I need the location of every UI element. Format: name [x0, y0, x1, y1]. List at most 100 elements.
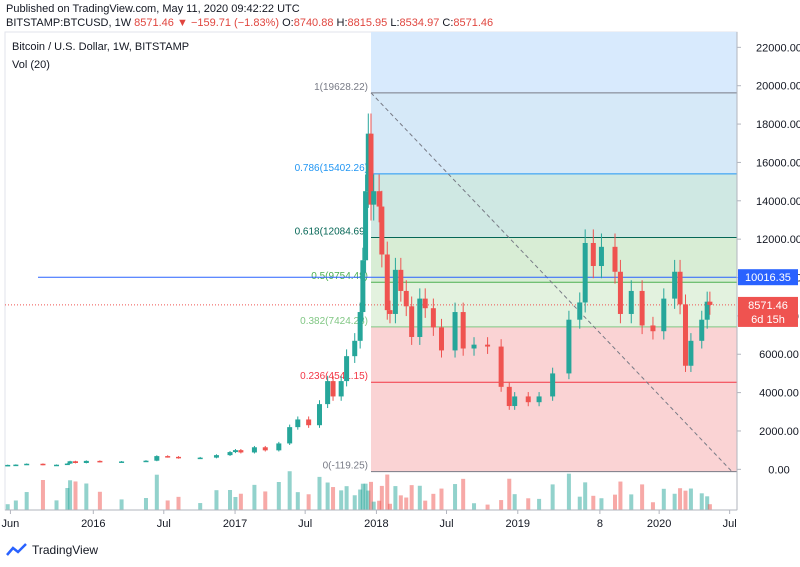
y-tick-label: 4000.00	[759, 388, 799, 400]
low-label: L:	[390, 17, 400, 29]
x-tick-label: Jul	[723, 518, 737, 530]
candle-body	[54, 464, 60, 467]
y-tick-label: 20000.00	[756, 81, 800, 93]
volume-bar	[238, 493, 243, 510]
candle-body	[360, 260, 366, 313]
price-chart[interactable]: 1(19628.22) 0.786(15402.26) 0.618(12084.69…	[0, 30, 800, 538]
last-price: 8571.46	[134, 17, 174, 29]
volume-bar	[198, 503, 203, 510]
candle-body	[379, 206, 385, 255]
candle-body	[506, 386, 512, 407]
volume-bar	[640, 484, 645, 510]
candle-body	[363, 191, 369, 261]
candle-body	[238, 450, 244, 453]
volume-bar	[263, 491, 268, 510]
candle-body	[566, 319, 572, 374]
candle-body	[325, 381, 331, 405]
volume-bar	[387, 503, 392, 510]
fib-level-label: 0.236(4541.15)	[300, 371, 368, 382]
volume-bar	[404, 497, 409, 510]
volume-bar	[417, 485, 422, 510]
x-tick-label: 2018	[364, 518, 388, 530]
candle-body	[485, 344, 491, 347]
candle-body	[365, 133, 371, 192]
volume-bar	[377, 500, 382, 510]
x-tick-label: 8	[597, 518, 603, 530]
volume-bar	[287, 471, 292, 510]
volume-bar	[398, 495, 403, 510]
volume-bar	[439, 488, 444, 510]
fib-zone	[371, 173, 737, 238]
candle-body	[512, 396, 518, 407]
volume-bar	[73, 481, 78, 510]
volume-bar	[385, 474, 390, 510]
volume-bar	[371, 501, 376, 510]
candle-body	[617, 271, 623, 314]
volume-bar	[5, 504, 10, 510]
candle-body	[384, 254, 390, 311]
candle-body	[628, 290, 634, 314]
candle-body	[24, 463, 30, 466]
fib-level-label: 0.618(12084.69)	[295, 227, 368, 238]
volume-bar	[358, 489, 363, 510]
candle-body	[368, 133, 374, 205]
candle-body	[438, 327, 444, 351]
volume-bar	[379, 485, 384, 510]
volume-bar	[363, 483, 368, 510]
volume-bar	[472, 503, 477, 510]
volume-bar	[325, 482, 330, 510]
volume-bar	[550, 484, 555, 510]
chart-title: Bitcoin / U.S. Dollar, 1W, BITSTAMP	[12, 41, 189, 53]
candle-body	[352, 340, 358, 357]
candle-body	[83, 460, 89, 463]
down-triangle-icon: ▼	[176, 17, 188, 29]
x-tick-label: Jun	[2, 518, 20, 530]
fib-trend-line	[370, 92, 733, 472]
volume-bar	[84, 483, 89, 510]
candle-body	[371, 191, 377, 205]
high-label: H:	[336, 17, 348, 29]
hline-price-tag	[738, 269, 798, 286]
volume-bar	[143, 498, 148, 510]
volume-bar	[306, 494, 311, 510]
volume-bar	[431, 493, 436, 510]
candle-body	[577, 302, 583, 320]
candle-body	[422, 298, 428, 309]
y-tick-label: 0.00	[768, 464, 789, 476]
x-tick-label: Jul	[298, 518, 312, 530]
volume-bar	[68, 480, 73, 510]
candle-body	[452, 312, 458, 351]
candle-body	[316, 404, 322, 426]
candle-body	[40, 463, 46, 466]
fib-zone	[371, 382, 737, 472]
candle-body	[612, 246, 618, 272]
volume-bar	[393, 486, 398, 510]
ohlc-legend: BITSTAMP:BTCUSD, 1W 8571.46 ▼ −159.71 (−…	[6, 17, 493, 29]
candle-body	[682, 304, 688, 366]
fib-level-label: 1(19628.22)	[314, 82, 368, 93]
x-tick-label: 2020	[647, 518, 671, 530]
volume-bar	[176, 496, 181, 510]
candle-body	[227, 452, 233, 456]
fib-level-label: 0.786(15402.26)	[295, 163, 368, 174]
y-tick-label: 18000.00	[756, 119, 800, 131]
last-price-tag	[738, 296, 798, 327]
brand-name: TradingView	[32, 543, 99, 557]
candle-body	[357, 312, 363, 341]
candle-body	[295, 419, 301, 428]
volume-bar	[672, 493, 677, 510]
volume-bar	[409, 485, 414, 510]
candle-body	[590, 242, 596, 267]
volume-bar	[13, 500, 18, 510]
tradingview-logo-icon	[6, 543, 27, 556]
volume-bar	[65, 488, 70, 510]
candle-body	[276, 443, 282, 451]
candle-body	[306, 419, 312, 426]
volume-bar	[461, 478, 466, 510]
candle-body	[13, 464, 19, 467]
volume-bar	[683, 490, 688, 510]
volume-bar	[650, 502, 655, 510]
open-label: O:	[282, 17, 294, 29]
volume-bar	[97, 491, 102, 510]
volume-bar	[618, 481, 623, 510]
